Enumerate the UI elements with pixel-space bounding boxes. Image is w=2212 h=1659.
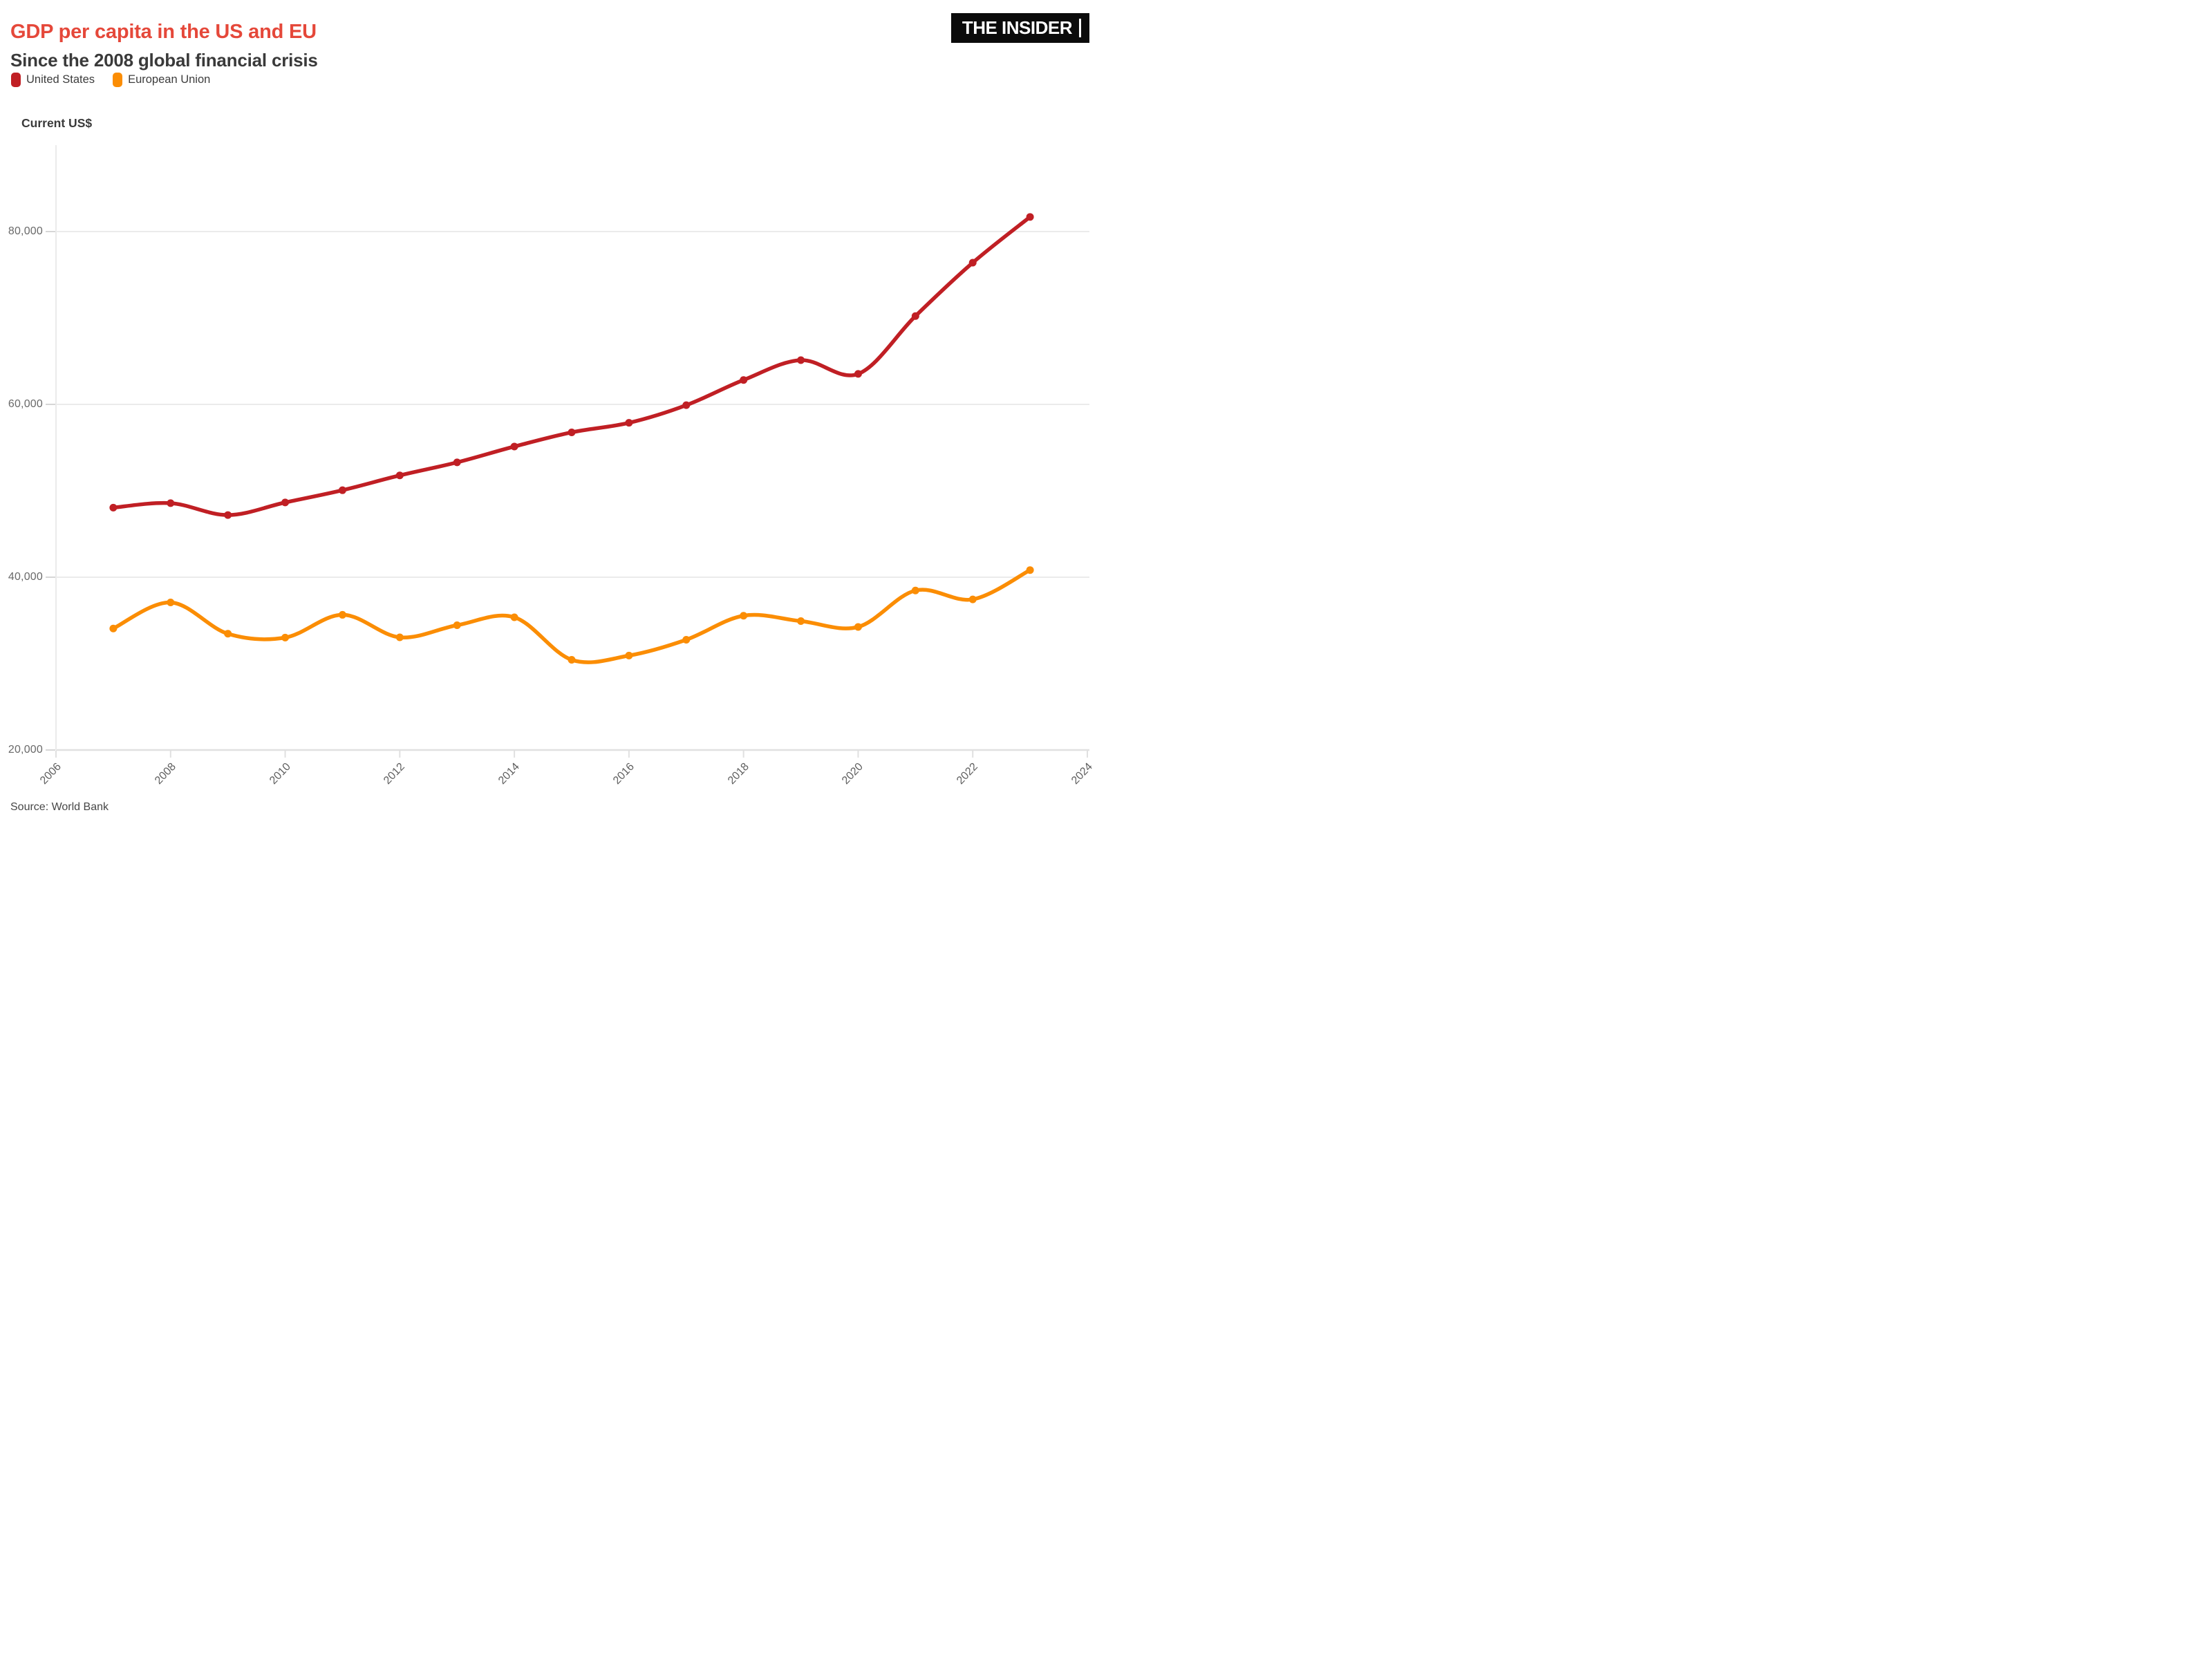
source-note: Source: World Bank	[10, 801, 109, 813]
legend: United States European Union	[11, 73, 210, 87]
united-states-data-point	[682, 401, 691, 409]
european-union-data-point	[281, 633, 290, 641]
chart-title: GDP per capita in the US and EU	[10, 21, 317, 44]
united-states-data-point	[854, 370, 862, 378]
european-union-data-point	[510, 613, 518, 621]
y-tick-label-60000: 60,000	[8, 398, 43, 410]
united-states-data-point	[167, 499, 175, 507]
united-states-data-point	[968, 259, 977, 267]
y-axis-title: Current US$	[21, 116, 93, 130]
european-union-data-point	[338, 610, 346, 619]
european-union-data-point	[968, 595, 977, 603]
european-union-data-point	[625, 651, 633, 659]
us-series-swatch-icon	[11, 73, 21, 87]
eu-series-swatch-icon	[113, 73, 123, 87]
european-union-data-point	[395, 633, 404, 641]
brand-logo: THE INSIDER	[950, 13, 1089, 43]
legend-item-european-union: European Union	[113, 73, 210, 87]
y-tick-label-40000: 40,000	[8, 571, 43, 583]
united-states-line	[111, 215, 1032, 517]
series-european-union	[109, 566, 1034, 664]
united-states-data-point	[453, 458, 461, 467]
gridlines	[46, 145, 1089, 758]
european-union-data-point	[568, 656, 576, 664]
united-states-data-point	[568, 428, 576, 436]
european-union-data-point	[854, 623, 862, 631]
united-states-data-point	[510, 442, 518, 451]
chart-page: GDP per capita in the US and EU Since th…	[0, 0, 1106, 830]
series-united-states	[109, 213, 1034, 519]
chart-canvas	[46, 145, 1089, 758]
european-union-data-point	[911, 586, 919, 594]
united-states-data-point	[338, 486, 346, 494]
united-states-data-point	[281, 498, 290, 507]
european-union-data-point	[682, 635, 691, 644]
united-states-data-point	[740, 376, 748, 384]
european-union-data-point	[797, 617, 805, 626]
legend-label-european-union: European Union	[128, 73, 211, 86]
european-union-data-point	[1026, 566, 1034, 574]
united-states-data-point	[797, 356, 805, 364]
european-union-line	[111, 568, 1032, 664]
european-union-data-point	[167, 599, 175, 607]
european-union-data-point	[224, 630, 232, 638]
united-states-data-point	[395, 471, 404, 480]
legend-item-united-states: United States	[11, 73, 95, 87]
chart-subtitle: Since the 2008 global financial crisis	[10, 49, 318, 71]
european-union-data-point	[109, 624, 118, 632]
brand-logo-text: THE INSIDER	[962, 17, 1073, 38]
united-states-data-point	[1026, 213, 1034, 221]
y-tick-label-80000: 80,000	[8, 225, 43, 237]
european-union-data-point	[453, 621, 461, 629]
united-states-data-point	[625, 419, 633, 427]
brand-logo-cursor-icon	[1079, 19, 1081, 37]
united-states-data-point	[911, 312, 919, 320]
united-states-data-point	[224, 511, 232, 519]
european-union-data-point	[740, 612, 748, 620]
united-states-data-point	[109, 503, 118, 512]
y-tick-label-20000: 20,000	[8, 744, 43, 756]
legend-label-united-states: United States	[26, 73, 95, 86]
